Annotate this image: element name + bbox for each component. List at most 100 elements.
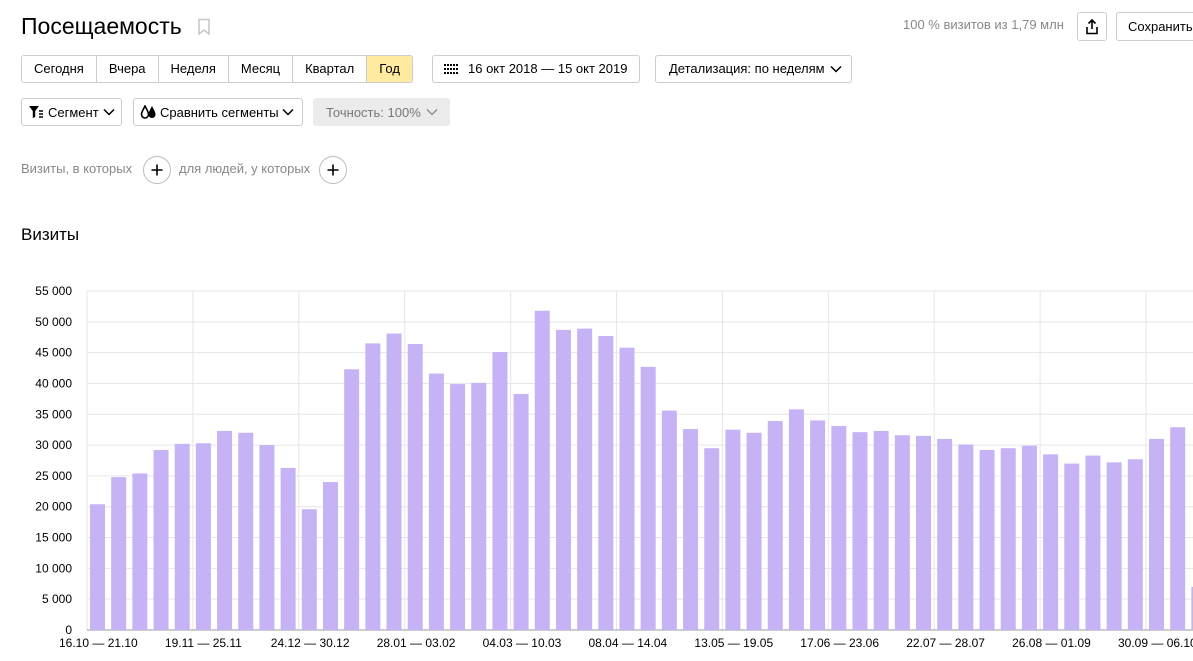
chart-bar[interactable] <box>238 432 254 630</box>
chart-bars <box>90 310 1193 630</box>
period-quarter-button[interactable]: Квартал <box>293 56 368 82</box>
y-tick-label: 15 000 <box>35 531 72 545</box>
chart-bar[interactable] <box>301 509 317 630</box>
chart-bar[interactable] <box>788 409 804 630</box>
period-week-button[interactable]: Неделя <box>158 56 229 82</box>
date-range-label: 16 окт 2018 — 15 окт 2019 <box>468 61 628 76</box>
chart-bar[interactable] <box>280 467 296 630</box>
people-filter-label: для людей, у которых <box>179 161 311 176</box>
x-tick-label: 08.04 — 14.04 <box>589 636 668 650</box>
chart-bar[interactable] <box>386 333 402 630</box>
chart-bar[interactable] <box>958 444 974 630</box>
chart-bar[interactable] <box>1127 459 1143 630</box>
chart-bar[interactable] <box>873 430 889 630</box>
y-tick-label: 45 000 <box>35 346 72 360</box>
chart-bar[interactable] <box>852 432 868 630</box>
calendar-icon <box>444 63 459 75</box>
chart-bar[interactable] <box>640 366 656 630</box>
chart-bar[interactable] <box>916 435 932 630</box>
x-tick-label: 30.09 — 06.10 <box>1118 636 1193 650</box>
date-range-picker[interactable]: 16 окт 2018 — 15 окт 2019 <box>432 55 641 83</box>
period-today-button[interactable]: Сегодня <box>22 56 97 82</box>
chart-bar[interactable] <box>937 438 953 630</box>
save-button[interactable]: Сохранить <box>1116 12 1193 41</box>
chart-bar[interactable] <box>894 435 910 630</box>
share-button[interactable] <box>1077 12 1107 41</box>
chart-bar[interactable] <box>90 504 105 630</box>
visits-filter-label: Визиты, в которых <box>21 161 133 176</box>
chart-bar[interactable] <box>132 473 148 630</box>
y-tick-label: 40 000 <box>35 376 72 390</box>
chart-bar[interactable] <box>111 477 127 630</box>
accuracy-dropdown[interactable]: Точность: 100% <box>313 98 450 126</box>
y-tick-label: 30 000 <box>35 438 72 452</box>
chart-bar[interactable] <box>365 343 381 630</box>
chart-bar[interactable] <box>1149 438 1164 630</box>
chart-bar[interactable] <box>322 482 338 630</box>
period-month-button[interactable]: Месяц <box>228 56 294 82</box>
chart-bar[interactable] <box>661 410 677 630</box>
x-tick-label: 17.06 — 23.06 <box>800 636 879 650</box>
chart-bar[interactable] <box>1106 462 1122 630</box>
sample-info: 100 % визитов из 1,79 млн <box>903 17 1064 32</box>
compare-segments-button[interactable]: Сравнить сегменты <box>133 98 303 126</box>
chevron-down-icon <box>426 109 438 116</box>
x-tick-label: 04.03 — 10.03 <box>483 636 562 650</box>
chart-bar[interactable] <box>195 443 211 630</box>
x-tick-label: 24.12 — 30.12 <box>271 636 350 650</box>
add-people-condition-button[interactable] <box>319 156 347 184</box>
compare-label: Сравнить сегменты <box>160 104 279 120</box>
segment-button[interactable]: Сегмент <box>21 98 122 126</box>
chart-bar[interactable] <box>1170 427 1186 630</box>
chart-bar[interactable] <box>450 384 466 630</box>
chart-bar[interactable] <box>344 369 360 630</box>
chart-bar[interactable] <box>471 382 487 630</box>
bookmark-icon[interactable] <box>196 18 212 36</box>
period-selector: Сегодня Вчера Неделя Месяц Квартал Год <box>21 55 413 83</box>
period-year-button[interactable]: Год <box>367 56 412 82</box>
chart-bar[interactable] <box>174 443 190 630</box>
x-tick-label: 26.08 — 01.09 <box>1012 636 1091 650</box>
chart-bar[interactable] <box>1085 455 1101 630</box>
segment-label: Сегмент <box>48 104 99 120</box>
chart-bar[interactable] <box>492 352 508 630</box>
share-icon <box>1086 18 1098 34</box>
chart-bar[interactable] <box>153 450 169 630</box>
chart-bar[interactable] <box>1000 448 1016 630</box>
add-visit-condition-button[interactable] <box>143 156 171 184</box>
chart-bar[interactable] <box>217 430 233 630</box>
chart-bar[interactable] <box>767 421 783 630</box>
chart-bar[interactable] <box>577 328 593 630</box>
chart-bar[interactable] <box>259 445 275 630</box>
chart-bar[interactable] <box>534 310 550 630</box>
chart-bar[interactable] <box>1043 454 1059 630</box>
chart-bar[interactable] <box>1021 445 1037 630</box>
chart-bar[interactable] <box>683 429 699 630</box>
chart-bar[interactable] <box>407 344 423 630</box>
chart-bar[interactable] <box>746 432 762 630</box>
funnel-icon <box>29 106 43 118</box>
chart-bar[interactable] <box>598 335 614 630</box>
y-tick-label: 0 <box>65 623 72 637</box>
x-tick-label: 13.05 — 19.05 <box>694 636 773 650</box>
chart-bar[interactable] <box>555 329 571 630</box>
chart-bar[interactable] <box>1191 586 1193 630</box>
chart-bar[interactable] <box>831 425 847 630</box>
chart-bar[interactable] <box>725 429 741 630</box>
y-tick-label: 20 000 <box>35 500 72 514</box>
detail-dropdown[interactable]: Детализация: по неделям <box>655 55 852 83</box>
chart-bar[interactable] <box>810 420 826 630</box>
chart-bar[interactable] <box>619 347 635 630</box>
y-tick-label: 5 000 <box>42 592 72 606</box>
compare-segments-icon <box>140 105 156 119</box>
plus-icon <box>327 164 339 176</box>
chevron-down-icon <box>103 108 115 116</box>
chart-bar[interactable] <box>428 373 444 630</box>
chart-bar[interactable] <box>513 393 529 630</box>
y-tick-label: 35 000 <box>35 407 72 421</box>
chart-bar[interactable] <box>704 448 720 630</box>
chart-bar[interactable] <box>979 450 995 630</box>
visits-bar-chart: 0 5 000 10 000 15 000 20 000 25 000 30 000 35 0… <box>35 284 1193 650</box>
chart-bar[interactable] <box>1064 463 1080 630</box>
period-yesterday-button[interactable]: Вчера <box>96 56 159 82</box>
